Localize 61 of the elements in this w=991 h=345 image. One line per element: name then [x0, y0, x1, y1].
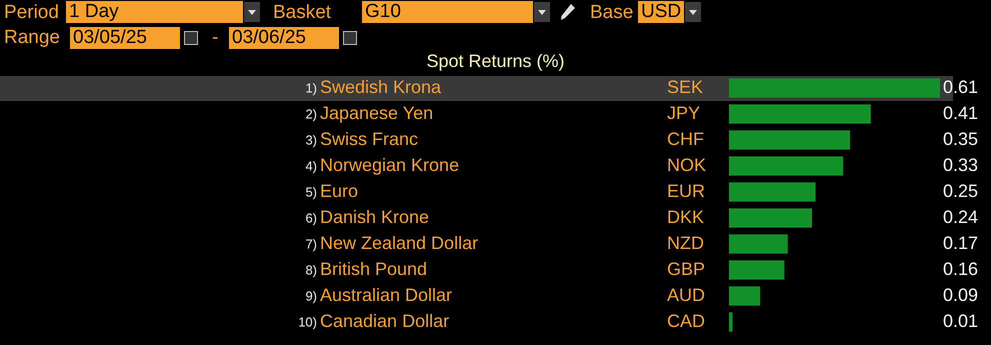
- text: G10: [362, 1, 533, 23]
- text: NZD: [667, 232, 704, 253]
- bar: [729, 104, 871, 124]
- bar: [729, 260, 784, 280]
- text: NOK: [667, 154, 706, 175]
- text: Range: [4, 27, 60, 49]
- text: EUR: [667, 180, 706, 201]
- text: Spot Returns (%): [425, 51, 566, 72]
- y-tick-label: Euro: [320, 180, 358, 201]
- text: 6): [305, 210, 317, 226]
- text: 4): [305, 158, 317, 174]
- bar: [729, 78, 940, 98]
- data-label: 0.01: [943, 310, 978, 331]
- text: 2): [305, 106, 317, 122]
- data-label: 0.24: [943, 206, 978, 227]
- data-label: 0.33: [943, 154, 978, 175]
- y-tick-label: Australian Dollar: [320, 284, 452, 305]
- bar: [729, 156, 844, 176]
- y-tick-label: British Pound: [320, 258, 428, 279]
- bar: [729, 208, 812, 228]
- text: 03/05/25: [70, 27, 180, 49]
- bar: [729, 182, 816, 202]
- y-tick-label: Norwegian Krone: [320, 154, 460, 175]
- text: 10): [298, 314, 317, 330]
- text: 3): [305, 132, 317, 148]
- bar: [729, 130, 850, 150]
- text: USD: [638, 1, 684, 23]
- text: AUD: [667, 284, 706, 305]
- text: -: [212, 27, 218, 49]
- data-label: 0.17: [943, 232, 978, 253]
- text: 8): [305, 262, 317, 278]
- text: 1): [305, 80, 317, 96]
- bar: [729, 234, 788, 254]
- text: GBP: [667, 258, 706, 279]
- text: CAD: [667, 310, 706, 331]
- y-tick-label: Japanese Yen: [320, 102, 434, 123]
- data-label: 0.35: [943, 128, 978, 149]
- text: 5): [305, 184, 317, 200]
- text: Basket: [273, 2, 332, 24]
- bar: [729, 286, 760, 306]
- y-tick-label: Swiss Franc: [320, 128, 418, 149]
- bar: [729, 312, 732, 332]
- text: SEK: [667, 76, 704, 97]
- data-label: 0.41: [943, 102, 978, 123]
- text: Base: [590, 2, 634, 24]
- data-label: 0.16: [943, 258, 978, 279]
- text: 9): [305, 288, 317, 304]
- data-label: 0.25: [943, 180, 978, 201]
- text: 03/06/25: [229, 27, 339, 49]
- data-label: 0.61: [943, 76, 978, 97]
- y-tick-label: Swedish Krona: [320, 76, 442, 97]
- text: CHF: [667, 128, 704, 149]
- text: 7): [305, 236, 317, 252]
- text: Period: [4, 2, 59, 24]
- text: JPY: [667, 102, 700, 123]
- text: 1 Day: [66, 1, 243, 23]
- text: DKK: [667, 206, 704, 227]
- y-tick-label: New Zealand Dollar: [320, 232, 478, 253]
- data-label: 0.09: [943, 284, 978, 305]
- y-tick-label: Canadian Dollar: [320, 310, 450, 331]
- y-tick-label: Danish Krone: [320, 206, 430, 227]
